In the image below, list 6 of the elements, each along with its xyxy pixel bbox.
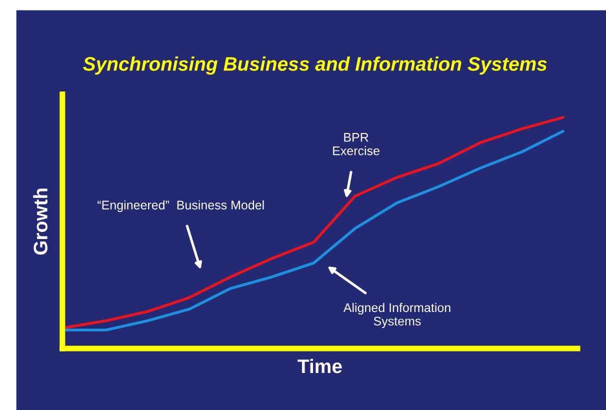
annotation: BPR Exercise — [333, 133, 380, 156]
annotation: Aligned Information Systems — [343, 302, 450, 328]
chart-title: Synchronising Business and Information Systems — [83, 56, 547, 75]
x-axis-title: Time — [298, 358, 342, 374]
annotation: “Engineered” Business Model — [98, 200, 264, 212]
y-axis-title: Growth — [33, 188, 48, 255]
